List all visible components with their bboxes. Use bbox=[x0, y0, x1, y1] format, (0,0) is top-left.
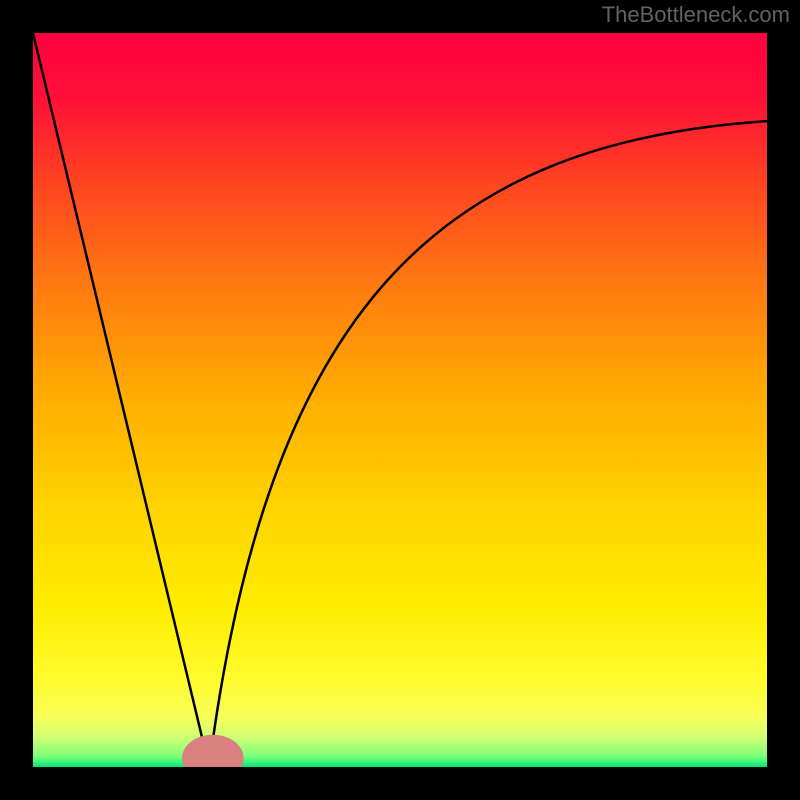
bottleneck-curve bbox=[33, 33, 767, 767]
chart-svg bbox=[33, 33, 767, 767]
notch-marker bbox=[182, 735, 244, 767]
chart-plot-area bbox=[33, 33, 767, 767]
attribution-text: TheBottleneck.com bbox=[602, 2, 790, 28]
